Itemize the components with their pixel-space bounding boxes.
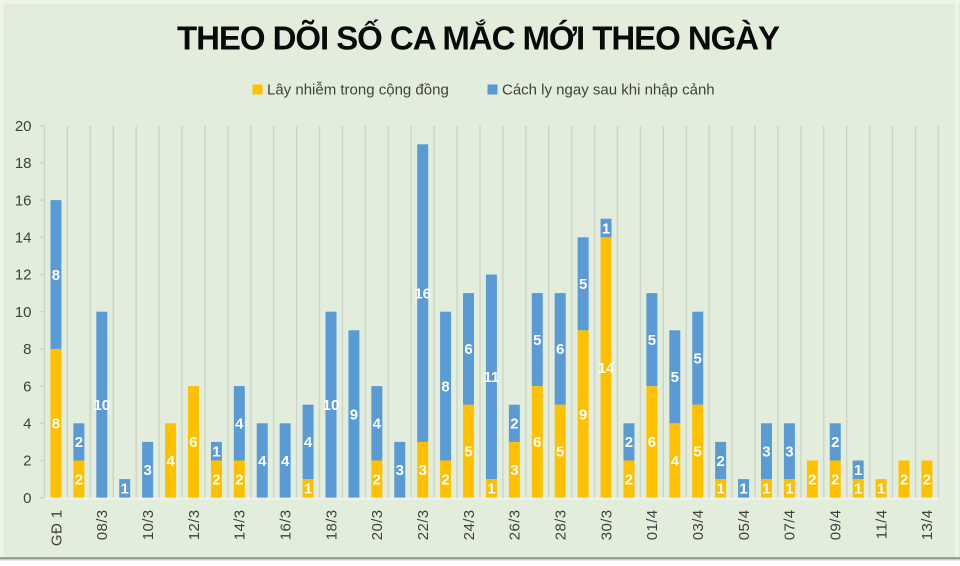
svg-text:08/3: 08/3 [94, 510, 111, 541]
svg-text:6: 6 [556, 341, 564, 358]
svg-text:24/3: 24/3 [461, 510, 478, 541]
svg-text:8: 8 [441, 378, 449, 395]
svg-text:3: 3 [762, 444, 770, 461]
svg-text:0: 0 [23, 490, 31, 507]
svg-text:5: 5 [694, 351, 702, 368]
svg-text:30/3: 30/3 [598, 510, 615, 541]
svg-text:3: 3 [143, 462, 151, 479]
svg-text:2: 2 [212, 471, 220, 488]
svg-text:18: 18 [15, 155, 32, 172]
svg-text:4: 4 [671, 453, 680, 470]
svg-text:14: 14 [598, 360, 615, 377]
svg-text:8: 8 [52, 267, 60, 284]
svg-text:16: 16 [414, 285, 431, 302]
svg-text:1: 1 [304, 481, 312, 498]
svg-text:2: 2 [808, 471, 816, 488]
svg-text:26/3: 26/3 [507, 510, 524, 541]
svg-text:3: 3 [419, 462, 427, 479]
svg-text:1: 1 [877, 481, 885, 498]
svg-text:4: 4 [258, 453, 267, 470]
svg-text:3: 3 [785, 444, 793, 461]
svg-text:9: 9 [579, 406, 587, 423]
svg-text:1: 1 [716, 481, 724, 498]
svg-text:28/3: 28/3 [553, 510, 570, 541]
svg-text:6: 6 [189, 434, 197, 451]
svg-text:1: 1 [487, 481, 495, 498]
svg-text:1: 1 [785, 481, 793, 498]
svg-text:1: 1 [739, 481, 747, 498]
svg-text:5: 5 [464, 444, 472, 461]
svg-text:10: 10 [93, 397, 110, 414]
svg-text:THEO DÕI SỐ CA MẮC MỚI THEO NG: THEO DÕI SỐ CA MẮC MỚI THEO NGÀY [177, 19, 780, 57]
svg-text:16/3: 16/3 [277, 510, 294, 541]
svg-text:3: 3 [396, 462, 404, 479]
svg-text:6: 6 [648, 434, 656, 451]
svg-text:03/4: 03/4 [690, 510, 707, 541]
svg-text:5: 5 [556, 444, 564, 461]
svg-text:12: 12 [15, 267, 32, 284]
svg-text:1: 1 [762, 481, 770, 498]
svg-text:2: 2 [235, 471, 243, 488]
svg-text:2: 2 [900, 471, 908, 488]
svg-text:6: 6 [464, 341, 472, 358]
svg-text:2: 2 [831, 434, 839, 451]
svg-text:20/3: 20/3 [369, 510, 386, 541]
svg-text:2: 2 [23, 453, 31, 470]
svg-text:07/4: 07/4 [782, 510, 799, 541]
svg-text:5: 5 [671, 369, 679, 386]
svg-text:2: 2 [75, 434, 83, 451]
svg-text:1: 1 [602, 220, 610, 237]
svg-text:4: 4 [304, 434, 313, 451]
svg-text:3: 3 [510, 462, 518, 479]
svg-text:10: 10 [323, 397, 340, 414]
svg-text:2: 2 [373, 471, 381, 488]
svg-text:Lây nhiễm trong cộng đồng: Lây nhiễm trong cộng đồng [267, 82, 449, 99]
svg-text:14/3: 14/3 [232, 510, 249, 541]
svg-text:22/3: 22/3 [415, 510, 432, 541]
svg-text:1: 1 [212, 444, 220, 461]
svg-text:11/4: 11/4 [873, 510, 890, 540]
svg-text:20: 20 [15, 118, 32, 135]
svg-text:16: 16 [15, 192, 32, 209]
svg-text:4: 4 [373, 416, 382, 433]
svg-text:5: 5 [533, 332, 541, 349]
svg-text:5: 5 [579, 276, 587, 293]
svg-text:2: 2 [923, 471, 931, 488]
svg-text:1: 1 [121, 481, 129, 498]
svg-text:6: 6 [23, 378, 31, 395]
svg-text:2: 2 [75, 471, 83, 488]
svg-text:2: 2 [441, 471, 449, 488]
svg-text:GĐ 1: GĐ 1 [48, 510, 65, 547]
svg-text:2: 2 [625, 434, 633, 451]
svg-text:09/4: 09/4 [828, 510, 845, 541]
svg-text:4: 4 [23, 416, 31, 433]
svg-text:8: 8 [23, 341, 31, 358]
svg-text:10/3: 10/3 [140, 510, 157, 541]
svg-text:05/4: 05/4 [736, 510, 753, 541]
svg-text:11: 11 [484, 369, 500, 386]
svg-text:Cách ly ngay sau khi nhập cảnh: Cách ly ngay sau khi nhập cảnh [502, 82, 715, 99]
svg-text:5: 5 [648, 332, 656, 349]
svg-text:2: 2 [831, 471, 839, 488]
svg-text:2: 2 [716, 453, 724, 470]
svg-text:1: 1 [854, 481, 862, 498]
svg-text:4: 4 [235, 416, 244, 433]
svg-text:2: 2 [510, 416, 518, 433]
svg-text:8: 8 [52, 416, 60, 433]
svg-text:1: 1 [854, 462, 862, 479]
svg-text:2: 2 [625, 471, 633, 488]
svg-text:9: 9 [350, 406, 358, 423]
svg-text:4: 4 [166, 453, 175, 470]
svg-text:12/3: 12/3 [186, 510, 203, 541]
svg-text:5: 5 [694, 444, 702, 461]
svg-text:01/4: 01/4 [644, 510, 661, 541]
svg-text:6: 6 [533, 434, 541, 451]
svg-text:10: 10 [15, 304, 32, 321]
svg-text:14: 14 [15, 230, 32, 247]
svg-text:18/3: 18/3 [323, 510, 340, 541]
svg-text:13/4: 13/4 [919, 510, 936, 541]
svg-text:4: 4 [281, 453, 290, 470]
